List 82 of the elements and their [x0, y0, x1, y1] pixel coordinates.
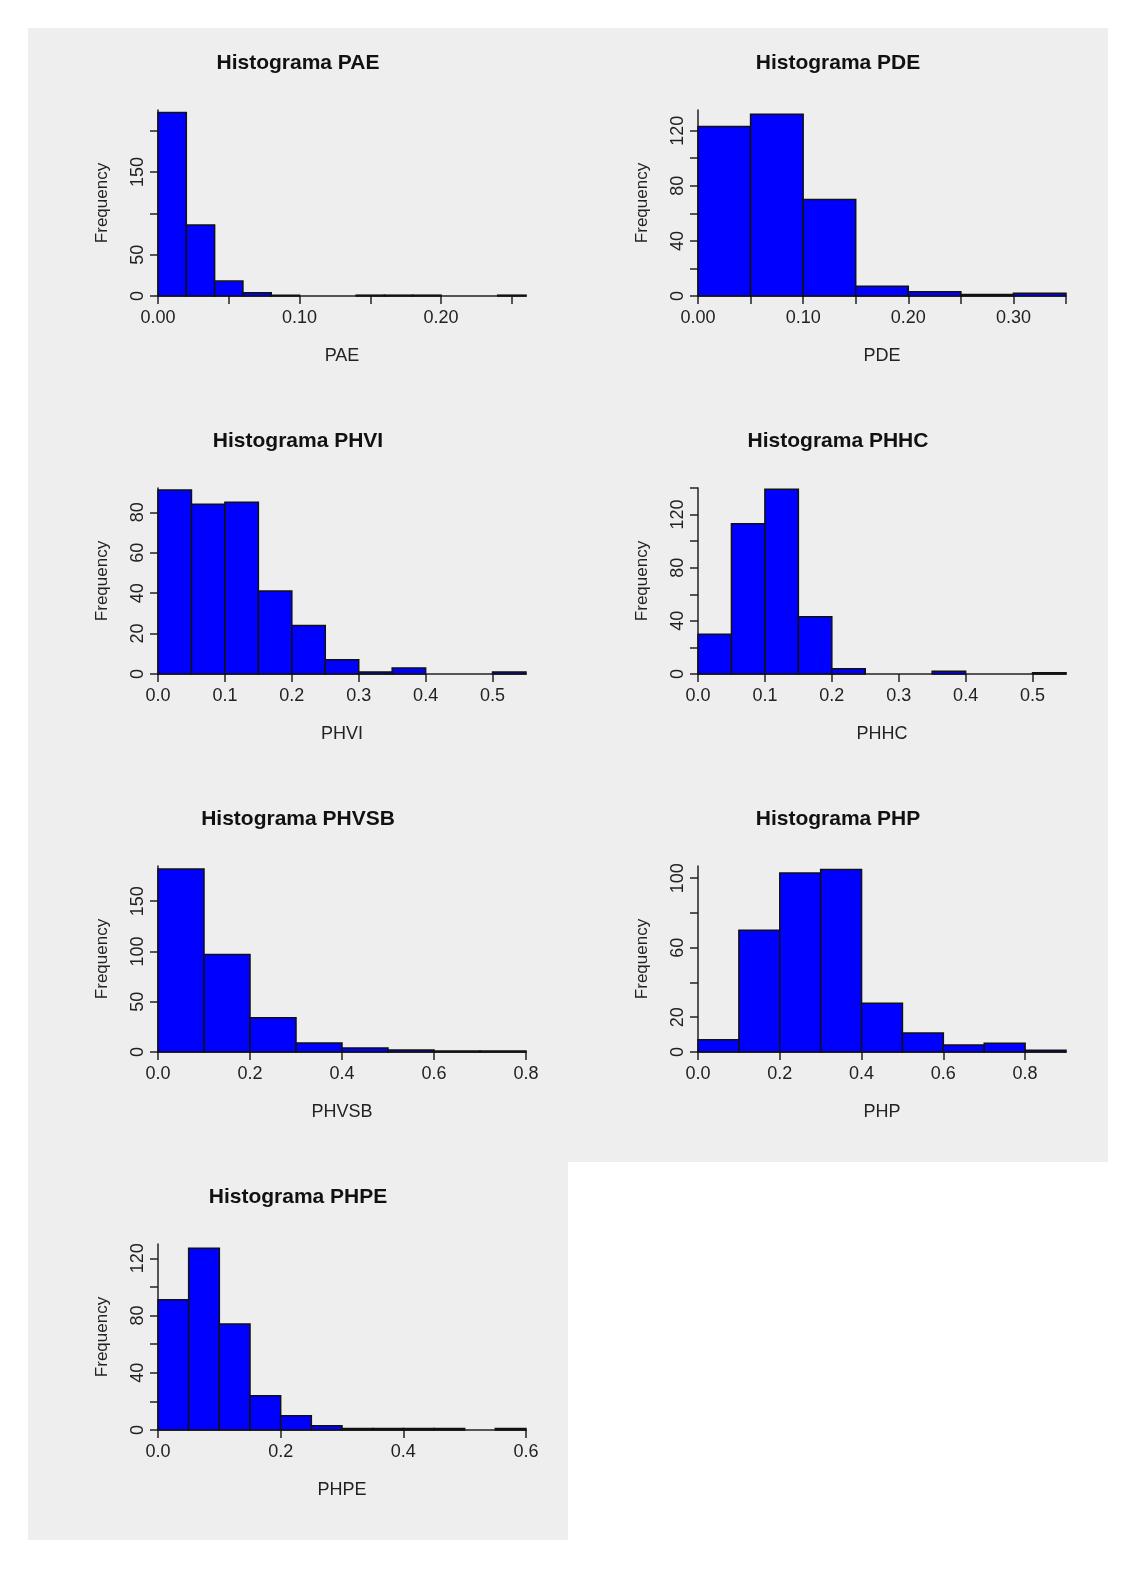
x-tick-label: 0.00 [680, 307, 716, 327]
x-tick-label: 0.8 [1012, 1063, 1038, 1083]
x-tick-label: 0.0 [685, 1063, 711, 1083]
y-tick-label: 50 [127, 991, 147, 1012]
chart-title: Histograma PHVI [212, 428, 384, 451]
x-axis-title: PHPE [317, 1479, 367, 1499]
y-tick-label: 40 [667, 230, 687, 251]
y-tick-label: 150 [127, 156, 147, 188]
y-tick-label: 60 [667, 937, 687, 958]
x-tick-label: 0.8 [513, 1063, 539, 1083]
x-tick-label: 0.5 [480, 685, 506, 705]
y-tick-label: 80 [127, 502, 147, 523]
x-axis-title: PHHC [856, 723, 908, 743]
x-tick-label: 0.6 [930, 1063, 956, 1083]
chart-title: Histograma PHPE [208, 1184, 388, 1207]
x-tick-label: 0.0 [145, 1441, 171, 1461]
x-tick-label: 0.2 [819, 685, 845, 705]
y-tick-label: 120 [667, 115, 687, 146]
y-tick-label: 80 [667, 175, 687, 196]
y-tick-label: 100 [667, 863, 687, 894]
x-tick-label: 0.4 [413, 685, 439, 705]
y-tick-label: 80 [127, 1305, 147, 1326]
x-tick-label: 0.1 [752, 685, 778, 705]
y-tick-label: 50 [127, 244, 147, 265]
y-tick-label: 0 [127, 668, 147, 680]
x-axis-title: PAE [324, 345, 360, 365]
x-tick-label: 0.3 [346, 685, 372, 705]
x-tick-label: 0.0 [145, 1063, 171, 1083]
y-tick-label: 40 [127, 1362, 147, 1383]
y-tick-label: 20 [667, 1007, 687, 1028]
y-axis-title: Frequency [92, 162, 111, 244]
x-tick-label: 0.6 [513, 1441, 539, 1461]
y-tick-label: 150 [127, 886, 147, 917]
y-axis-title: Frequency [632, 162, 651, 244]
x-tick-label: 0.1 [212, 685, 238, 705]
y-tick-label: 0 [127, 1046, 147, 1058]
x-tick-label: 0.4 [953, 685, 979, 705]
x-tick-label: 0.2 [279, 685, 305, 705]
x-axis-title: PHVI [320, 723, 364, 743]
y-tick-label: 40 [127, 583, 147, 604]
y-tick-label: 120 [667, 499, 687, 530]
x-tick-label: 0.2 [268, 1441, 294, 1461]
y-tick-label: 100 [127, 936, 147, 967]
x-tick-label: 0.6 [421, 1063, 447, 1083]
y-tick-label: 0 [127, 1424, 147, 1436]
x-tick-label: 0.0 [145, 685, 171, 705]
chart-title: Histograma PDE [755, 50, 921, 73]
x-tick-label: 0.4 [329, 1063, 355, 1083]
y-axis-title: Frequency [632, 540, 651, 622]
y-tick-label: 120 [127, 1243, 147, 1274]
chart-title: Histograma PHVSB [201, 806, 395, 829]
x-tick-label: 0.5 [1020, 685, 1046, 705]
chart-title: Histograma PAE [216, 50, 380, 73]
x-tick-label: 0.20 [890, 307, 926, 327]
y-tick-label: 0 [667, 290, 687, 302]
x-tick-label: 0.00 [140, 307, 176, 327]
y-tick-label: 80 [667, 557, 687, 578]
x-axis-title: PHP [863, 1101, 901, 1121]
y-axis-title: Frequency [92, 540, 111, 622]
y-tick-label: 0 [667, 668, 687, 680]
chart-title: Histograma PHHC [747, 428, 929, 451]
x-tick-label: 0.3 [886, 685, 912, 705]
x-tick-label: 0.10 [282, 307, 318, 327]
y-axis-title: Frequency [92, 1296, 111, 1378]
x-axis-title: PHVSB [311, 1101, 373, 1121]
x-axis-title: PDE [863, 345, 901, 365]
y-tick-label: 40 [667, 610, 687, 631]
x-tick-label: 0.20 [423, 307, 459, 327]
y-tick-label: 0 [127, 290, 147, 302]
x-tick-label: 0.0 [685, 685, 711, 705]
x-tick-label: 0.2 [237, 1063, 263, 1083]
x-tick-label: 0.10 [785, 307, 821, 327]
y-axis-title: Frequency [632, 918, 651, 1000]
y-tick-label: 20 [127, 623, 147, 644]
y-tick-label: 60 [127, 542, 147, 563]
x-tick-label: 0.2 [767, 1063, 793, 1083]
y-axis-title: Frequency [92, 918, 111, 1000]
x-tick-label: 0.4 [849, 1063, 875, 1083]
x-tick-label: 0.30 [995, 307, 1031, 327]
chart-title: Histograma PHP [755, 806, 921, 829]
y-tick-label: 0 [667, 1046, 687, 1058]
x-tick-label: 0.4 [390, 1441, 416, 1461]
